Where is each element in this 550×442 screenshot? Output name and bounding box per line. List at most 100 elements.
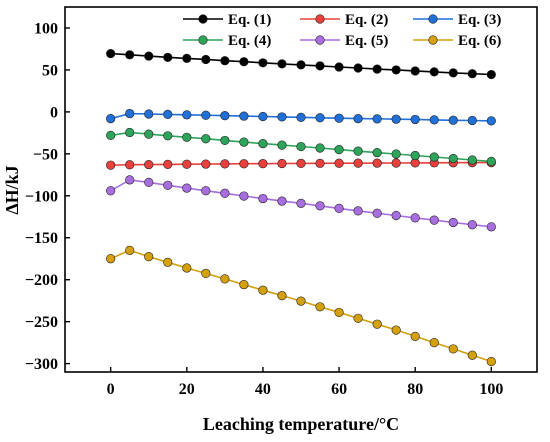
- data-point: [486, 69, 496, 80]
- data-point: [258, 139, 268, 149]
- legend-label: Eq. (6): [458, 33, 501, 49]
- data-point: [220, 56, 230, 66]
- x-tick-label: 100: [479, 381, 503, 398]
- data-point: [486, 116, 496, 126]
- x-tick-label: 0: [107, 381, 115, 398]
- y-tick-label: −200: [25, 272, 58, 289]
- data-point: [163, 131, 173, 141]
- series-layer: [106, 48, 496, 367]
- series: [106, 127, 496, 166]
- y-tick-label: −300: [25, 356, 58, 373]
- data-point: [125, 160, 135, 170]
- data-point: [429, 67, 439, 77]
- legend-marker: [428, 14, 438, 24]
- data-point: [277, 158, 287, 169]
- data-point: [391, 114, 401, 124]
- data-point: [448, 153, 458, 164]
- data-point: [410, 150, 420, 161]
- data-point: [163, 180, 173, 190]
- data-point: [144, 129, 154, 139]
- data-point: [239, 57, 249, 67]
- data-point: [106, 160, 116, 170]
- data-point: [296, 198, 306, 208]
- x-axis-title: Leaching temperature/°C: [203, 414, 399, 434]
- data-point: [220, 159, 230, 169]
- data-point: [448, 68, 458, 78]
- data-point: [220, 274, 230, 284]
- data-point: [144, 51, 154, 61]
- data-point: [486, 156, 496, 166]
- legend: Eq. (1) Eq. (2) Eq. (3) Eq. (4) Eq. (5) Eq. (…: [183, 12, 501, 49]
- data-point: [334, 113, 344, 123]
- data-point: [106, 113, 116, 124]
- data-point: [182, 159, 192, 169]
- data-point: [258, 193, 268, 204]
- data-point: [334, 307, 344, 318]
- data-point: [334, 203, 344, 213]
- data-point: [106, 48, 116, 59]
- data-point: [163, 52, 173, 62]
- data-point: [277, 140, 287, 150]
- data-point: [220, 111, 230, 121]
- data-point: [125, 127, 135, 138]
- y-tick-label: 0: [50, 104, 58, 121]
- legend-marker: [315, 35, 325, 45]
- data-point: [391, 210, 401, 221]
- y-tick-label: −150: [25, 230, 58, 247]
- data-point: [448, 115, 458, 125]
- x-axis: 0 20 40 60 80 100: [107, 367, 503, 398]
- data-point: [239, 111, 249, 121]
- series: [106, 175, 496, 232]
- data-point: [277, 291, 287, 301]
- series: [106, 245, 496, 367]
- data-point: [201, 268, 211, 279]
- legend-marker: [198, 14, 208, 24]
- data-point: [163, 159, 173, 170]
- data-point: [429, 338, 439, 348]
- data-point: [467, 155, 477, 165]
- data-point: [448, 344, 458, 354]
- data-point: [258, 159, 268, 169]
- data-point: [315, 143, 325, 153]
- data-point: [106, 254, 116, 264]
- data-point: [410, 213, 420, 223]
- data-point: [467, 220, 477, 230]
- legend-item: Eq. (5): [300, 33, 388, 49]
- legend-item: Eq. (4): [183, 33, 271, 49]
- data-point: [429, 115, 439, 125]
- data-point: [353, 158, 363, 168]
- data-point: [125, 245, 135, 255]
- data-point: [467, 69, 477, 79]
- x-tick-label: 40: [255, 381, 271, 398]
- data-point: [182, 110, 192, 120]
- x-tick-label: 60: [331, 381, 347, 398]
- data-point: [125, 50, 135, 60]
- data-point: [486, 356, 496, 367]
- data-point: [334, 62, 344, 72]
- y-tick-label: −100: [25, 188, 58, 205]
- data-point: [163, 257, 173, 267]
- series: [106, 48, 496, 80]
- data-point: [410, 66, 420, 76]
- data-point: [467, 115, 477, 126]
- legend-item: Eq. (3): [413, 12, 501, 28]
- data-point: [334, 158, 344, 168]
- legend-marker: [198, 35, 208, 45]
- legend-label: Eq. (5): [345, 33, 388, 49]
- x-tick-label: 20: [179, 381, 195, 398]
- data-point: [182, 183, 192, 193]
- data-point: [277, 196, 287, 206]
- y-tick-label: 100: [34, 20, 58, 37]
- data-point: [391, 65, 401, 75]
- data-point: [220, 188, 230, 198]
- data-point: [220, 135, 230, 146]
- plot-frame: [64, 6, 538, 373]
- data-point: [372, 158, 382, 168]
- legend-marker: [428, 35, 438, 45]
- data-point: [353, 63, 363, 73]
- data-point: [125, 108, 135, 119]
- data-point: [106, 130, 116, 140]
- legend-label: Eq. (2): [345, 12, 388, 28]
- data-point: [277, 59, 287, 69]
- data-point: [410, 114, 420, 125]
